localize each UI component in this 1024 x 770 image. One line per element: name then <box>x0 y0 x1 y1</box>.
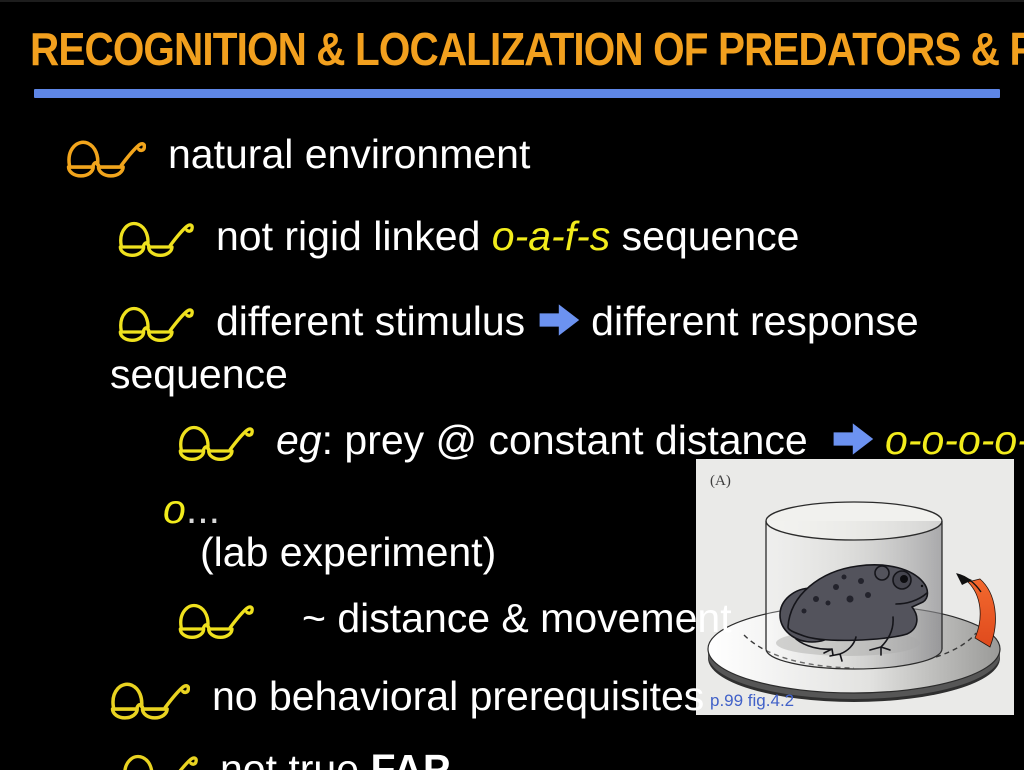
item-text-fap: FAP <box>370 746 451 770</box>
glasses-icon <box>170 416 254 466</box>
item-text: natural environment <box>168 131 531 177</box>
bullet-item-no-prerequisites: no behavioral prerequisites <box>102 672 705 725</box>
bullet-item-different-stimulus: different stimulus different response <box>110 297 919 347</box>
bullet-item-eg-prey: eg: prey @ constant distance o-o-o-o-o- <box>170 416 1024 466</box>
highlight-o: o <box>163 486 186 532</box>
bullet-item-natural-environment: natural environment <box>58 130 531 183</box>
wrap-line-o: o... <box>163 486 220 532</box>
slide-title: RECOGNITION & LOCALIZATION OF PREDATORS … <box>30 23 1024 75</box>
figure-caption: p.99 fig.4.2 <box>710 691 794 710</box>
right-block-arrow-icon <box>539 302 581 338</box>
rotation-ribbon <box>967 578 996 648</box>
glasses-icon <box>102 672 190 725</box>
title-underline <box>34 89 1000 98</box>
item-text: not true <box>220 746 371 770</box>
bullet-item-not-rigid-linked: not rigid linked o-a-f-s sequence <box>110 212 800 262</box>
item-text: not rigid linked <box>216 213 492 259</box>
item-text: no behavioral prerequisites <box>212 673 705 719</box>
item-text: different stimulus <box>216 298 526 344</box>
item-text-eg: eg <box>276 417 322 463</box>
glasses-icon <box>110 297 194 347</box>
bullet-item-distance-movement: ~ distance & movement <box>170 594 732 644</box>
highlight-ooooo: o-o-o-o-o- <box>885 417 1024 463</box>
item-text: (lab experiment) <box>200 529 497 575</box>
item-text: : prey @ constant distance <box>321 417 820 463</box>
item-text: ~ distance & movement <box>302 595 732 641</box>
glasses-icon <box>114 745 198 770</box>
figure-panel-label: (A) <box>710 473 731 489</box>
highlight-oafs: o-a-f-s <box>491 213 611 259</box>
frog-experiment-figure: (A) <box>696 459 1014 715</box>
wrap-line-sequence: sequence <box>110 351 288 397</box>
glasses-icon <box>58 130 146 183</box>
right-block-arrow-icon <box>833 421 875 457</box>
bullet-item-not-true-fap: not true FAP <box>114 745 451 770</box>
line-lab-experiment: (lab experiment) <box>200 529 497 575</box>
glasses-icon <box>110 212 194 262</box>
rotation-arrowhead-icon <box>956 573 972 585</box>
item-text: ... <box>185 486 220 532</box>
item-text: sequence <box>610 213 800 259</box>
frog-drawing <box>779 564 929 662</box>
item-text: sequence <box>110 351 288 397</box>
item-text: different response <box>591 298 919 344</box>
glasses-icon <box>170 594 254 644</box>
frog-rotating-platform-illustration: (A) <box>696 459 1014 715</box>
